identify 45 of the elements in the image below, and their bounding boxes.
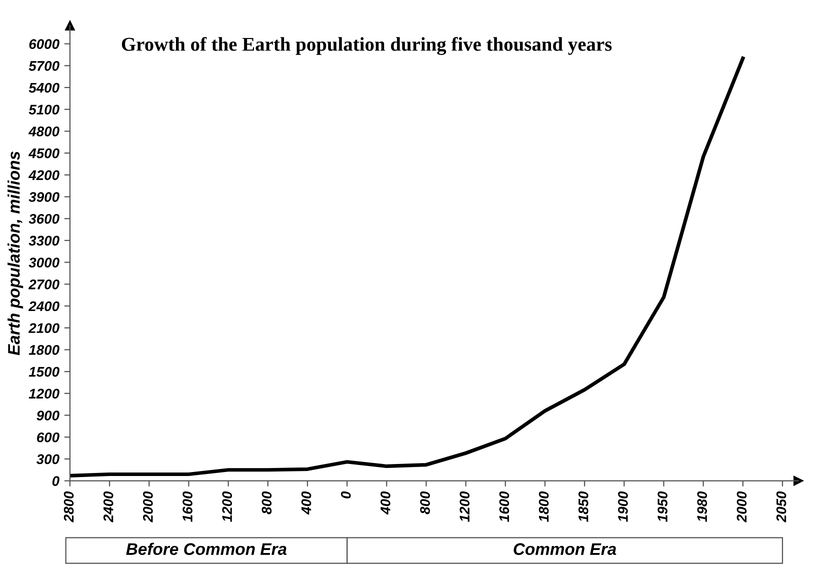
text: Growth of the Earth population during five thousand years xyxy=(122,36,612,55)
y-tick-label: 600 xyxy=(37,432,60,442)
x-tick-label: 2000 xyxy=(736,491,747,522)
x-tick-label: 2800 xyxy=(64,491,74,522)
x-tick-label: 1950 xyxy=(658,491,668,522)
y-tick-label: 5100 xyxy=(28,104,60,115)
x-tick-label: 800 xyxy=(420,491,430,514)
line-series xyxy=(70,56,745,478)
y-tick-label: 1200 xyxy=(28,388,60,399)
x-tick-label: 400 xyxy=(301,491,312,515)
x-tick-label: 1850 xyxy=(578,491,588,522)
y-tick-label: 900 xyxy=(36,410,60,420)
y-tick-label: 3000 xyxy=(28,258,60,268)
y-tick-label: 1500 xyxy=(28,366,60,377)
y-tick-label: 4200 xyxy=(28,170,60,180)
y-tick-label: 2700 xyxy=(28,279,60,290)
x-tick-label: 400 xyxy=(380,491,390,515)
x-tick-label: 2400 xyxy=(103,491,114,522)
x-tick-label: 1600 xyxy=(182,491,192,522)
y-tick-label: 5700 xyxy=(28,60,60,71)
y-tick-label: 4500 xyxy=(28,148,60,158)
text: Before Common Era xyxy=(126,542,287,555)
x-tick-label: 1200 xyxy=(460,491,470,522)
x-tick-label: 2050 xyxy=(776,491,786,522)
y-tick-label: 3900 xyxy=(28,192,60,202)
x-tick-label: 1200 xyxy=(222,491,232,522)
y-tick-label: 300 xyxy=(36,454,60,464)
x-tick-label: 1600 xyxy=(499,491,510,522)
x-tick-label: 2000 xyxy=(143,491,153,522)
y-tick-label: 0 xyxy=(52,476,60,486)
y-axis-title: Earth population, millions xyxy=(8,151,24,356)
x-tick-label: 0 xyxy=(340,491,351,498)
y-tick-label: 2400 xyxy=(28,301,60,312)
y-tick-label: 5400 xyxy=(28,82,60,93)
x-tick-label: 1980 xyxy=(697,491,708,522)
y-tick-label: 4800 xyxy=(28,126,60,136)
y-tick-label: 6000 xyxy=(29,39,60,49)
x-tick-label: 1800 xyxy=(538,491,549,522)
y-tick-label: 3300 xyxy=(28,236,60,246)
text: Common Era xyxy=(514,543,616,555)
x-tick-label: 800 xyxy=(262,491,272,514)
y-tick-label: 2100 xyxy=(28,323,60,334)
y-tick-label: 3600 xyxy=(28,214,60,224)
x-tick-label: 1900 xyxy=(618,491,628,522)
y-tick-label: 1800 xyxy=(28,345,60,355)
